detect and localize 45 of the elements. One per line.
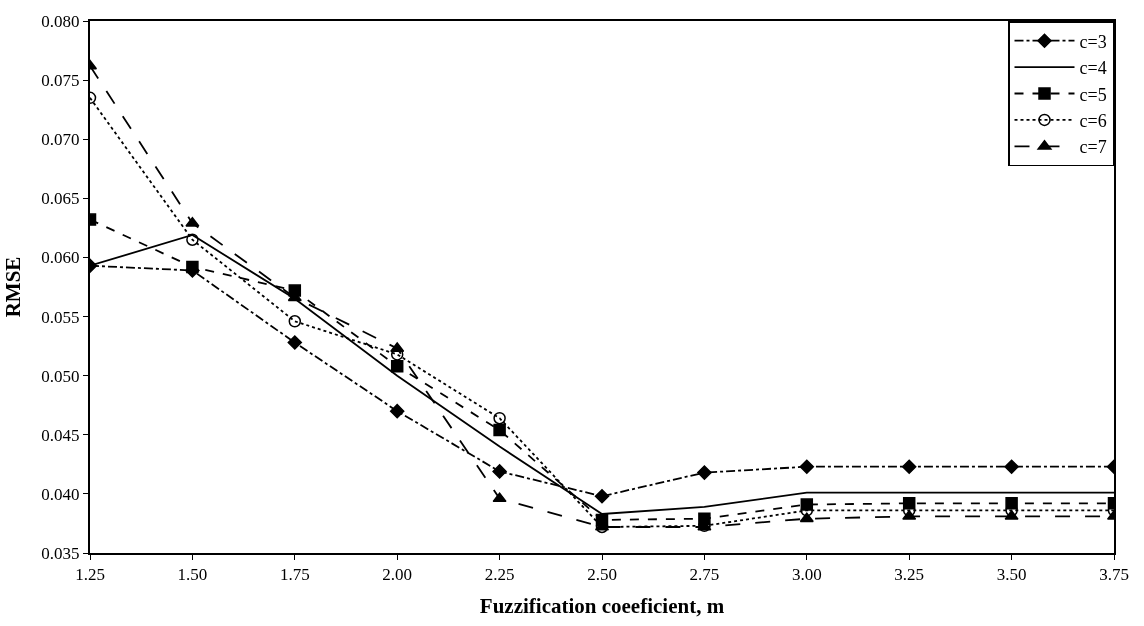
x-tick-label: 3.50 [996,565,1027,585]
x-tick-label: 2.25 [484,565,515,585]
x-axis-title: Fuzzification coeeficient, m [479,594,725,619]
y-tick-label: 0.070 [41,130,80,150]
legend-label: c=5 [1079,84,1107,105]
x-tick-label: 2.50 [587,565,617,585]
point [697,465,712,480]
x-tick-label: 3.00 [791,565,822,585]
point [1004,459,1019,474]
y-tick-label: 0.045 [41,425,80,445]
x-tick-label: 2.75 [689,565,720,585]
x-tick-label: 3.75 [1099,565,1129,585]
point [594,489,610,504]
x-tick-label: 1.50 [177,565,208,585]
point [185,216,200,227]
legend-label: c=6 [1079,110,1107,131]
point [492,464,507,479]
y-tick-label: 0.080 [41,11,80,31]
point [799,459,815,474]
point [389,403,405,419]
legend-label: c=3 [1079,31,1107,52]
x-tick-label: 2.00 [382,565,413,585]
y-tick-label: 0.060 [41,248,80,268]
point [390,359,404,373]
legend-label: c=7 [1079,137,1107,158]
x-tick-label: 1.75 [279,565,310,585]
point [288,315,302,328]
point [493,411,506,425]
point [901,459,917,474]
y-tick-label: 0.075 [41,71,80,91]
y-tick-label: 0.055 [41,307,80,327]
x-tick-label: 3.25 [894,565,925,585]
point [492,492,507,503]
point [186,233,199,246]
y-axis-title: RMSE [1,256,25,318]
point [799,512,814,523]
y-tick-label: 0.050 [41,366,80,386]
y-tick-label: 0.040 [41,484,80,504]
point [287,335,303,350]
x-tick-label: 1.25 [75,565,105,585]
legend-label: c=4 [1079,58,1107,79]
point [493,423,506,437]
point [186,260,199,274]
y-tick-label: 0.035 [41,543,80,563]
y-tick-label: 0.065 [41,189,80,209]
